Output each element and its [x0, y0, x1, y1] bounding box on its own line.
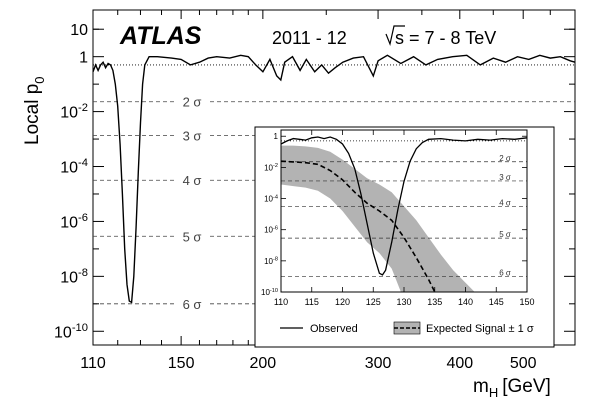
inset-sigma-label: 4 σ	[499, 198, 511, 207]
inset-x-tick-label: 115	[305, 297, 319, 307]
inset-y-tick-label: 10-8	[264, 257, 278, 266]
inset-outer-frame	[254, 126, 555, 348]
x-tick-label: 500	[510, 355, 537, 372]
energy-rest: = 7 - 8 TeV	[409, 28, 496, 48]
inset-sigma-label: 5 σ	[499, 230, 511, 239]
legend-expected-label: Expected Signal ± 1 σ	[426, 323, 534, 335]
inset-x-tick-label: 140	[458, 297, 473, 307]
inset-x-tick-label: 150	[519, 297, 534, 307]
inset-x-tick-label: 130	[396, 297, 411, 307]
observed-curve	[92, 54, 576, 304]
inset-y-tick-label: 10-10	[261, 288, 278, 297]
y-tick-label: 10	[70, 22, 88, 39]
period-label: 2011 - 12	[272, 28, 347, 48]
inset-y-tick-label: 10-6	[264, 225, 278, 234]
inset-x-tick-label: 120	[335, 297, 350, 307]
legend-observed-label: Observed	[310, 323, 358, 335]
y-tick-label: 10-8	[60, 267, 88, 286]
x-axis-title: mH [GeV]	[473, 376, 551, 400]
x-tick-label: 200	[250, 355, 277, 372]
inset-y-tick-label: 10-4	[264, 194, 278, 203]
inset-sigma-label: 6 σ	[499, 268, 511, 277]
main-series-group	[92, 54, 576, 304]
inset-x-tick-label: 125	[366, 297, 381, 307]
inset-panel: 2 σ 3 σ 4 σ 5 σ 6 σ 110 115 120 125 130 135 140 145…	[254, 126, 555, 348]
inset-x-tick-label: 135	[427, 297, 442, 307]
x-axis-title-sub: H	[489, 385, 498, 400]
inset-x-tick-label: 110	[274, 297, 288, 307]
inset-y-tick-label: 10-2	[264, 163, 278, 172]
inset-sigma-label: 3 σ	[499, 173, 511, 182]
energy-label: s = 7 - 8 TeV	[385, 25, 496, 48]
energy-root: s	[395, 28, 404, 48]
inset-axis-ticks: 110 115 120 125 130 135 140 145 150 1 10-2 10-4 10-6…	[261, 130, 535, 307]
main-axis-ticks: 110 150 200 300 400 500 10 1 10-2 10-4 10-6 10-8 10-…	[54, 10, 575, 372]
sigma-label: 2 σ	[183, 95, 202, 110]
y-tick-label: 10-2	[60, 102, 88, 121]
expected-band	[281, 145, 475, 292]
inset-sigma-label: 2 σ	[499, 154, 511, 163]
y-tick-label: 10-6	[60, 212, 88, 231]
y-axis-title: Local p0	[22, 76, 47, 145]
experiment-label: ATLAS	[119, 22, 202, 50]
expected-curve	[280, 160, 436, 293]
inset-band-group	[281, 145, 475, 292]
x-axis-title-unit: [GeV]	[502, 376, 551, 397]
inset-legend: Observed Expected Signal ± 1 σ	[280, 321, 534, 335]
y-tick-label: 10-4	[60, 157, 88, 176]
y-axis-title-main: Local p0	[22, 76, 47, 145]
y-axis-title-sub: 0	[32, 76, 47, 83]
y-tick-label: 1	[79, 50, 88, 67]
inset-series-group	[280, 136, 528, 293]
x-tick-label: 400	[446, 355, 473, 372]
inset-x-tick-label: 145	[489, 297, 504, 307]
x-tick-label: 150	[168, 355, 195, 372]
inset-observed-curve	[280, 136, 528, 276]
sigma-label: 3 σ	[183, 128, 202, 143]
x-tick-label: 110	[80, 355, 106, 372]
inset-y-tick-label: 1	[274, 132, 279, 141]
sigma-label: 6 σ	[183, 297, 202, 312]
sqrt-sign	[385, 25, 405, 47]
y-tick-label: 10-10	[54, 322, 88, 341]
x-tick-label: 300	[365, 355, 392, 372]
sigma-label: 4 σ	[183, 173, 202, 188]
main-sigma-lines: 2 σ 3 σ 4 σ 5 σ 6 σ	[93, 64, 575, 312]
sigma-label: 5 σ	[183, 229, 202, 244]
